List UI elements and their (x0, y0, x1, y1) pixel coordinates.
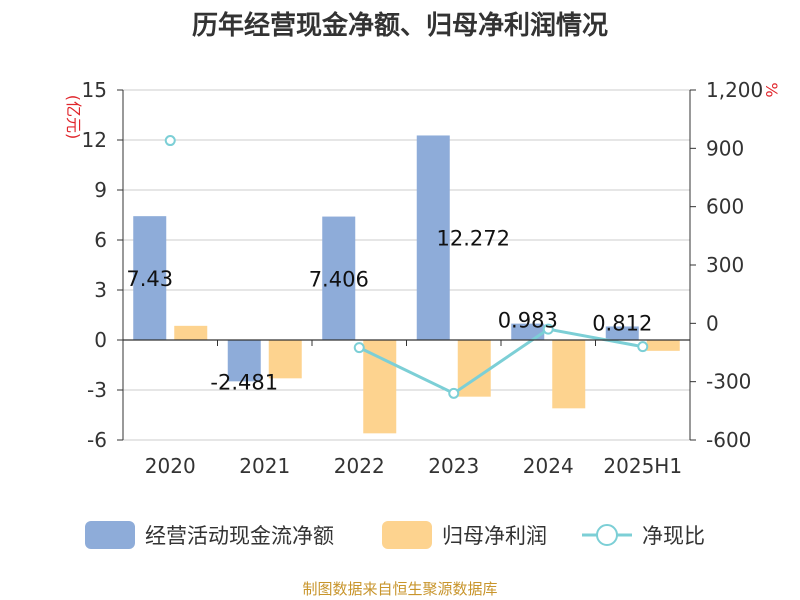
ratio-point (448, 387, 460, 399)
right-tick-label: -300 (706, 370, 751, 394)
category-label: 2020 (145, 454, 196, 478)
left-tick-label: -3 (87, 378, 107, 402)
cash-flow-bar (227, 340, 261, 382)
source-note: 制图数据来自恒生聚源数据库 (302, 580, 497, 598)
right-tick-label: 1,200 (706, 78, 763, 102)
left-tick-label: 9 (94, 178, 107, 202)
net-profit-bar (646, 340, 680, 351)
left-tick-label: -6 (87, 428, 107, 452)
category-label: 2022 (334, 454, 385, 478)
left-tick-label: 6 (94, 228, 107, 252)
cash-flow-bar (322, 216, 356, 340)
category-label: 2023 (428, 454, 479, 478)
category-label: 2024 (523, 454, 574, 478)
right-axis-unit: % (762, 82, 781, 97)
cash-flow-data-label: 7.43 (126, 267, 173, 291)
left-axis-unit: (亿元) (64, 95, 83, 140)
axes: 15 12 9 6 3 0 -3 -6 1,200 900 600 300 0 -300 -600 2020 2… (82, 78, 764, 478)
data-labels: 7.43 -2.481 7.406 12.272 0.983 0.812 (126, 227, 652, 395)
right-tick-label: 0 (706, 311, 719, 335)
ratio-line-segment (358, 327, 644, 396)
cash-flow-data-label: -2.481 (210, 370, 278, 394)
legend-label-ratio: 净现比 (642, 524, 705, 548)
right-tick-label: 600 (706, 195, 744, 219)
legend-label-cash-flow: 经营活动现金流净额 (145, 524, 334, 548)
ratio-point (542, 323, 554, 335)
right-tick-label: -600 (706, 428, 751, 452)
ratio-line (164, 135, 649, 399)
category-label: 2025H1 (603, 454, 682, 478)
cash-flow-bar (605, 326, 639, 340)
category-label: 2021 (239, 454, 290, 478)
legend-swatch-net-profit (382, 521, 432, 549)
ratio-point (637, 341, 649, 353)
cash-flow-data-label: 0.812 (592, 311, 652, 335)
legend-swatch-ratio-marker (596, 524, 618, 546)
net-profit-bar (363, 340, 397, 434)
left-tick-label: 15 (82, 78, 107, 102)
ratio-point (164, 135, 176, 147)
net-profit-bar (174, 325, 208, 340)
net-profit-bar (552, 340, 586, 409)
right-tick-label: 900 (706, 136, 744, 160)
left-tick-label: 0 (94, 328, 107, 352)
chart-title: 历年经营现金净额、归母净利润情况 (192, 10, 608, 41)
grid (123, 89, 690, 441)
cash-flow-bar (416, 135, 450, 340)
legend: 经营活动现金流净额 归母净利润 净现比 (85, 521, 705, 549)
cash-flow-bar (133, 216, 167, 340)
cash-flow-data-label: 0.983 (498, 309, 558, 333)
legend-swatch-cash-flow (85, 521, 135, 549)
right-tick-label: 300 (706, 253, 744, 277)
legend-label-net-profit: 归母净利润 (442, 524, 547, 548)
left-tick-label: 3 (94, 278, 107, 302)
bars (133, 135, 680, 434)
cash-flow-data-label: 12.272 (437, 227, 510, 251)
ratio-point (353, 342, 365, 354)
net-profit-bar (268, 340, 302, 379)
cash-flow-data-label: 7.406 (309, 267, 369, 291)
left-tick-label: 12 (82, 128, 107, 152)
